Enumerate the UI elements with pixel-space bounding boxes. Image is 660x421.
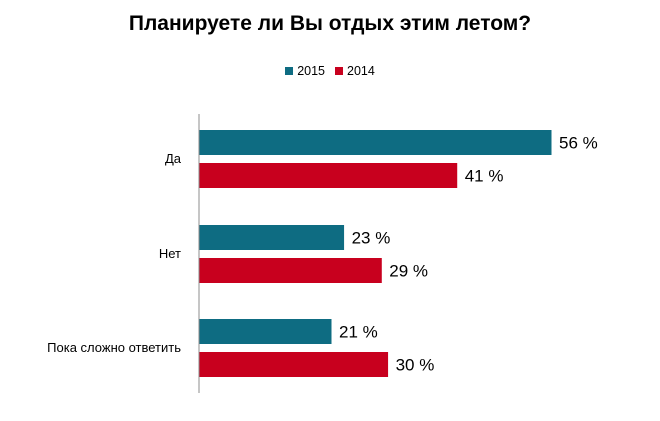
category-label-2: Пока сложно ответить (47, 340, 181, 355)
value-label-2015-1: 23 % (352, 229, 391, 248)
chart-legend: 2015 2014 (0, 64, 660, 78)
legend-swatch-2015 (285, 67, 294, 75)
value-label-2014-1: 29 % (389, 262, 428, 281)
value-label-2014-2: 30 % (396, 356, 435, 375)
value-label-2015-2: 21 % (339, 323, 378, 342)
category-label-1: Нет (159, 246, 181, 261)
value-label-2014-0: 41 % (465, 167, 504, 186)
bar-2014-0 (199, 163, 458, 188)
legend-label-2014: 2014 (347, 64, 375, 78)
bar-2015-1 (199, 225, 345, 250)
legend-swatch-2014 (335, 67, 343, 75)
bar-2015-0 (199, 130, 552, 155)
legend-item-2015: 2015 (285, 64, 325, 78)
value-label-2015-0: 56 % (559, 134, 598, 153)
chart-title: Планируете ли Вы отдых этим летом? (128, 12, 532, 35)
bar-2014-2 (199, 352, 389, 377)
category-label-0: Да (165, 151, 182, 166)
legend-item-2014: 2014 (335, 64, 375, 78)
bar-2015-2 (199, 319, 332, 344)
bar-2014-1 (199, 258, 382, 283)
legend-label-2015: 2015 (297, 64, 325, 78)
